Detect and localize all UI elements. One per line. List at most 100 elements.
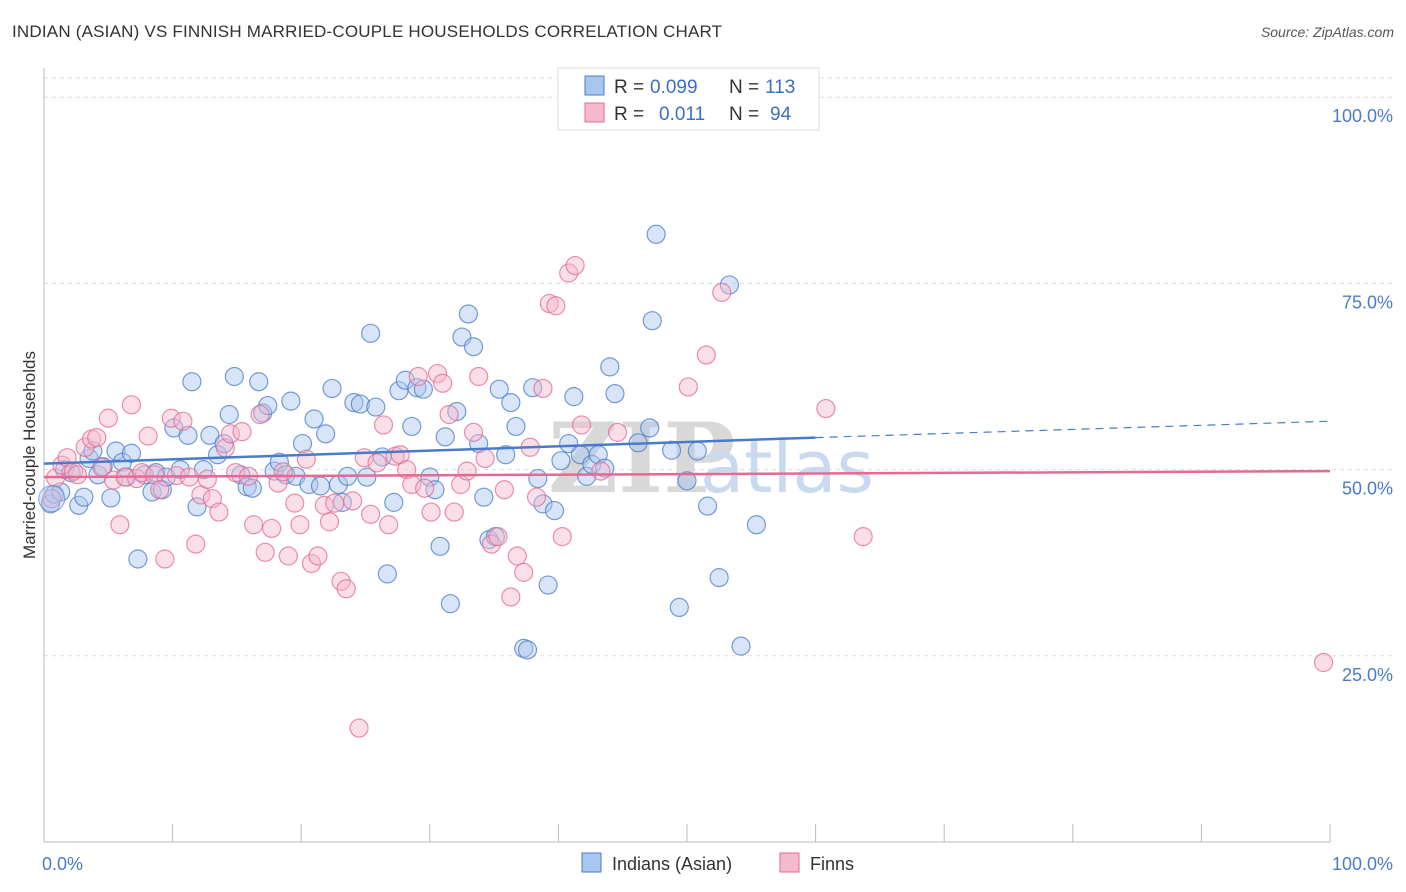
- finns-point-96: [853, 527, 873, 547]
- series-legend-swatch-indians: [581, 852, 602, 873]
- indians-point-16: [128, 549, 148, 569]
- data-points: [38, 224, 1334, 738]
- finns-point-37: [255, 542, 275, 562]
- indians-point-35: [242, 478, 262, 498]
- finns-point-76: [488, 527, 508, 547]
- series-legend-indians: Indians (Asian): [612, 854, 732, 874]
- finns-point-33: [232, 422, 252, 442]
- finns-point-78: [501, 587, 521, 607]
- finns-point-91: [607, 422, 628, 442]
- indians-point-36: [249, 372, 269, 392]
- indians-point-111: [731, 636, 751, 656]
- indians-point-112: [746, 515, 767, 535]
- indians-point-63: [402, 416, 422, 437]
- legend-swatch-pink: [584, 102, 605, 123]
- finns-point-25: [186, 534, 206, 554]
- indians-trend-line: [43, 436, 816, 465]
- finns-point-5: [67, 465, 88, 485]
- indians-point-29: [208, 445, 228, 465]
- finns-point-21: [161, 408, 181, 428]
- indians-point-91: [559, 433, 579, 454]
- indians-point-108: [697, 496, 718, 516]
- indians-point-101: [646, 224, 666, 244]
- indians-point-47: [310, 476, 331, 496]
- y-tick-label: 100.0%: [1332, 106, 1393, 126]
- finns-point-35: [244, 515, 264, 535]
- indians-point-79: [489, 379, 509, 399]
- finns-point-14: [121, 395, 142, 415]
- finns-point-86: [552, 527, 572, 547]
- indians-point-82: [506, 416, 526, 437]
- finns-point-93: [696, 345, 716, 365]
- indians-point-6: [74, 487, 94, 507]
- finns-point-41: [278, 546, 298, 566]
- legend-n-label-1: N =: [729, 104, 759, 125]
- indians-point-48: [316, 424, 336, 444]
- indians-point-94: [577, 466, 597, 486]
- finns-point-97: [1313, 652, 1334, 673]
- y-tick-label: 50.0%: [1342, 479, 1393, 499]
- finns-point-88: [565, 255, 585, 276]
- indians-point-65: [413, 379, 433, 399]
- finns-point-56: [367, 453, 387, 473]
- finns-point-94: [712, 282, 732, 302]
- indians-point-57: [366, 397, 386, 417]
- finns-point-89: [571, 415, 592, 435]
- watermark-zip: ZIP: [548, 402, 735, 515]
- x-tick-label: 100.0%: [1332, 854, 1393, 874]
- indians-point-55: [357, 467, 377, 487]
- chart-source: Source: ZipAtlas.com: [1260, 24, 1394, 40]
- indians-point-110: [719, 275, 740, 295]
- finns-point-67: [433, 373, 453, 393]
- indians-point-104: [661, 440, 682, 460]
- indians-point-103: [640, 418, 660, 438]
- indians-point-44: [292, 433, 313, 454]
- finns-point-46: [308, 546, 328, 566]
- y-tick-labels: 25.0% 50.0% 75.0% 100.0%: [1332, 106, 1393, 685]
- series-legend: Indians (Asian) Finns: [581, 852, 854, 874]
- finns-point-17: [138, 426, 158, 446]
- indians-point-92: [564, 387, 584, 407]
- finns-point-52: [343, 491, 363, 511]
- indians-point-70: [440, 594, 460, 614]
- legend-r-value-1: 0.011: [659, 104, 705, 125]
- x-tick-label: 0.0%: [42, 854, 83, 874]
- indians-point-85: [523, 378, 543, 398]
- indians-point-68: [430, 536, 450, 556]
- finns-point-77: [494, 480, 514, 500]
- trend-lines: [43, 420, 1331, 479]
- indians-point-89: [544, 500, 565, 521]
- finns-point-49: [325, 493, 345, 513]
- indians-point-98: [600, 357, 620, 377]
- finns-point-15: [126, 468, 147, 489]
- finns-point-8: [87, 427, 107, 448]
- indians-point-66: [420, 467, 440, 487]
- indians-point-32: [224, 366, 244, 387]
- finns-point-51: [336, 579, 356, 599]
- finns-point-87: [559, 263, 579, 283]
- finns-point-29: [209, 502, 229, 522]
- series-legend-swatch-finns: [779, 852, 800, 873]
- finns-point-36: [250, 404, 270, 425]
- finns-point-65: [421, 502, 441, 522]
- legend-n-label-0: N =: [729, 77, 759, 98]
- finns-point-27: [197, 469, 217, 489]
- indians-point-109: [709, 568, 729, 588]
- finns-point-82: [526, 487, 547, 507]
- indians-point-53: [344, 392, 364, 413]
- indians-point-25: [182, 372, 202, 392]
- finns-point-58: [379, 515, 399, 535]
- finns-point-75: [481, 534, 502, 554]
- finns-point-31: [220, 424, 241, 444]
- indians-cluster-point: [38, 485, 66, 513]
- correlation-legend: R = 0.099 N = 113 R = 0.011 N = 94: [557, 67, 820, 131]
- axes: [43, 68, 1331, 843]
- finns-point-90: [591, 461, 611, 481]
- finns-point-92: [678, 377, 698, 397]
- finns-point-68: [439, 404, 459, 425]
- indians-point-86: [528, 468, 548, 489]
- indians-point-62: [395, 370, 415, 390]
- finns-point-19: [150, 480, 170, 500]
- series-legend-finns: Finns: [810, 854, 854, 874]
- finns-point-83: [533, 378, 553, 399]
